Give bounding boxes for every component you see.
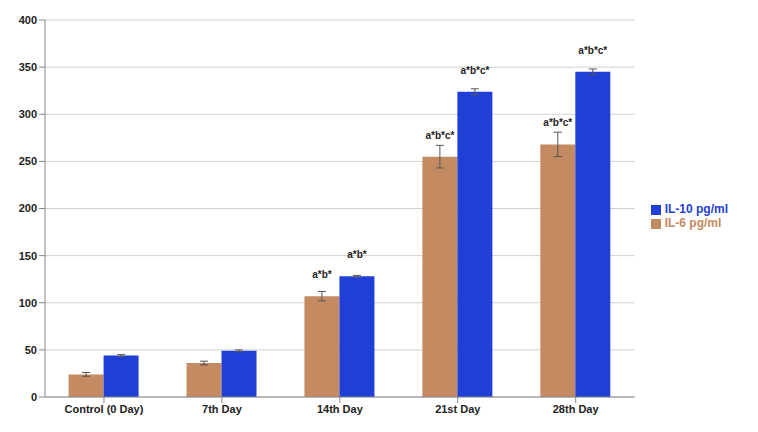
svg-text:a*b*: a*b*	[347, 249, 367, 260]
svg-text:a*b*c*: a*b*c*	[578, 45, 607, 56]
svg-text:400: 400	[19, 14, 37, 26]
svg-text:a*b*: a*b*	[312, 269, 332, 280]
svg-text:a*b*c*: a*b*c*	[543, 117, 572, 128]
svg-text:100: 100	[19, 297, 37, 309]
svg-text:21st Day: 21st Day	[435, 403, 481, 415]
svg-text:Control (0 Day): Control (0 Day)	[65, 403, 144, 415]
svg-text:0: 0	[31, 391, 37, 403]
svg-text:200: 200	[19, 202, 37, 214]
svg-text:14th Day: 14th Day	[317, 403, 364, 415]
svg-text:50: 50	[25, 344, 37, 356]
svg-text:7th Day: 7th Day	[202, 403, 243, 415]
svg-text:350: 350	[19, 61, 37, 73]
svg-text:a*b*c*: a*b*c*	[460, 65, 489, 76]
html-text:IL-10 pg/ml: IL-10 pg/ml	[664, 202, 728, 216]
svg-text:a*b*c*: a*b*c*	[425, 130, 454, 141]
svg-text:28th Day: 28th Day	[553, 403, 600, 415]
svg-text:150: 150	[19, 250, 37, 262]
svg-text:300: 300	[19, 108, 37, 120]
svg-text:250: 250	[19, 155, 37, 167]
html-text:IL-6 pg/ml: IL-6 pg/ml	[664, 216, 722, 230]
